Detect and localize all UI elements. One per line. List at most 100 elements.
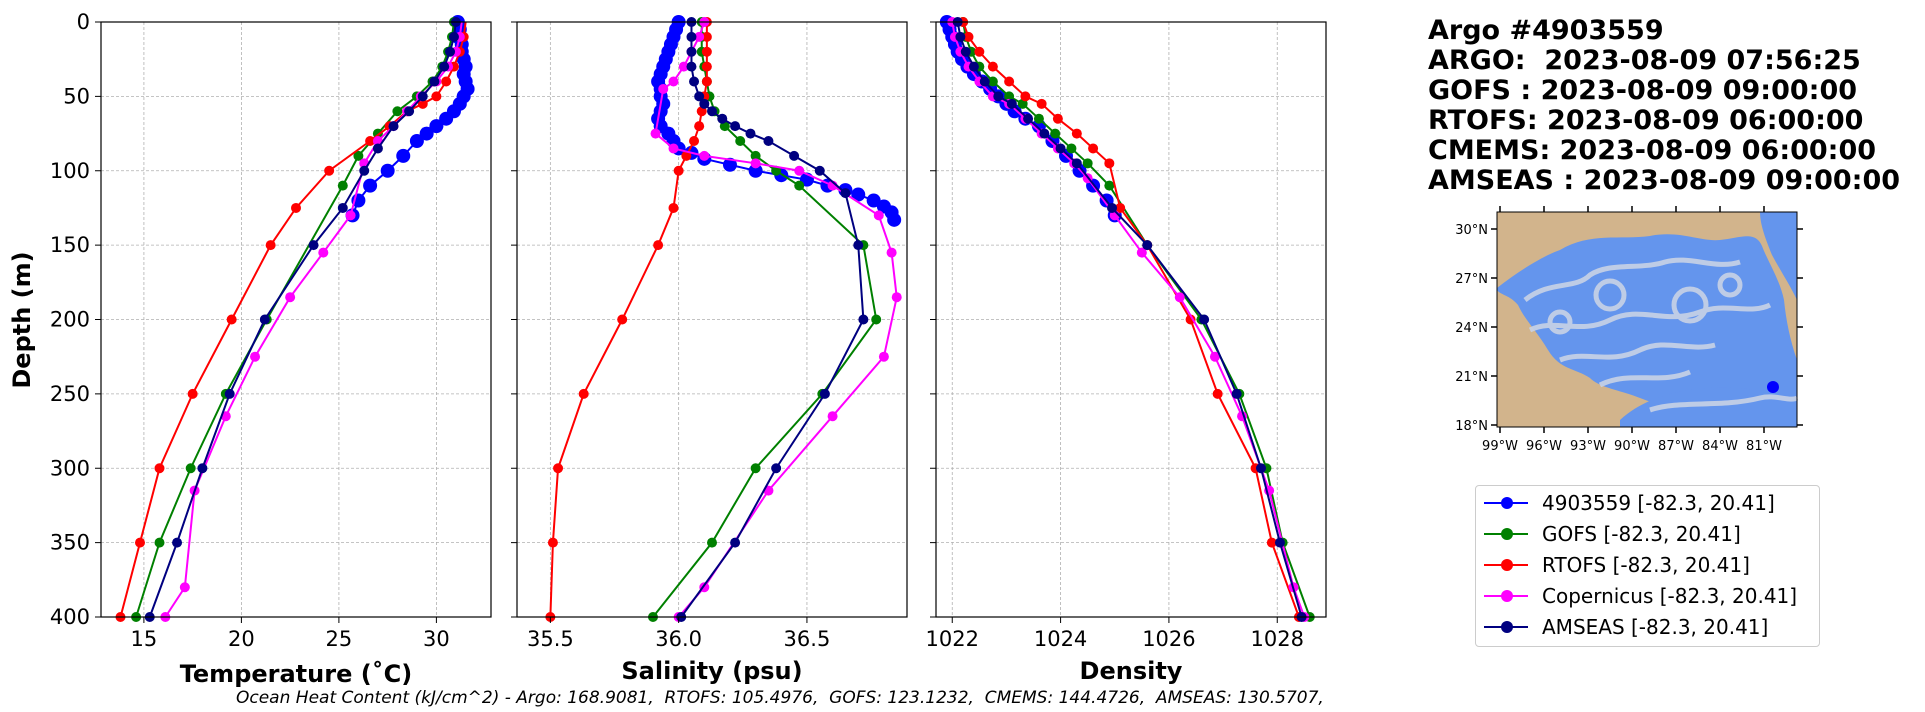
data-point: [417, 91, 428, 102]
data-point: [735, 136, 746, 146]
data-point: [686, 31, 697, 42]
legend-item-copernicus: Copernicus [-82.3, 20.41]: [1484, 584, 1797, 608]
data-point: [265, 240, 276, 251]
title-gofs-time: GOFS : 2023-08-09 09:00:00: [1428, 75, 1858, 106]
data-point: [439, 111, 454, 126]
x-tick-label: 15: [131, 627, 158, 651]
data-point: [185, 463, 196, 474]
data-point: [840, 188, 851, 199]
data-point: [745, 128, 756, 139]
legend: 4903559 [-82.3, 20.41] GOFS [-82.3, 20.4…: [1475, 485, 1820, 647]
data-point: [285, 292, 296, 303]
data-point: [750, 150, 761, 161]
data-point: [653, 240, 664, 251]
map-current-streamlines: [1523, 257, 1799, 413]
data-point: [987, 76, 998, 87]
data-point: [363, 178, 378, 193]
data-point: [179, 582, 190, 593]
data-point: [1115, 202, 1126, 213]
data-point: [974, 46, 985, 57]
data-point: [1174, 292, 1185, 303]
map-lat-label: 24°N: [1455, 321, 1488, 336]
map-lat-label: 27°N: [1455, 272, 1488, 287]
data-point: [686, 46, 697, 57]
y-tick-label: 150: [50, 233, 90, 257]
data-point: [794, 165, 805, 176]
data-point: [748, 163, 763, 178]
data-point: [668, 202, 679, 213]
series-4903559: [651, 15, 902, 227]
data-point: [750, 463, 761, 474]
data-point: [1071, 158, 1082, 169]
data-point: [686, 61, 697, 72]
data-point: [694, 31, 705, 42]
data-point: [701, 61, 712, 72]
data-point: [819, 388, 830, 399]
legend-swatch: [1484, 590, 1528, 602]
x-tick-label: 1028: [1251, 627, 1304, 651]
y-tick-label: 300: [50, 456, 90, 480]
temperature-grid: [101, 21, 491, 618]
data-point: [1199, 314, 1210, 325]
map-atlantic-water: [1760, 212, 1797, 300]
data-point: [135, 537, 145, 548]
data-point: [337, 180, 348, 191]
data-point: [851, 187, 866, 202]
data-point: [968, 61, 979, 72]
data-point: [388, 121, 399, 132]
legend-item-argo: 4903559 [-82.3, 20.41]: [1484, 491, 1775, 515]
data-point: [578, 388, 589, 399]
series-4903559: [345, 15, 475, 223]
data-point: [955, 31, 966, 42]
data-point: [380, 163, 395, 178]
density-xlabel: Density: [1080, 657, 1183, 685]
data-point: [701, 76, 712, 87]
map-lat-label: 21°N: [1455, 370, 1488, 385]
data-point: [722, 157, 737, 172]
data-point: [1071, 128, 1082, 139]
density-grid: [936, 21, 1326, 618]
temperature-panel: 15 20 25 30 0 50 100 150 200 250 300 350 400 Temper…: [8, 10, 492, 688]
data-point: [308, 240, 319, 251]
data-point: [673, 165, 684, 176]
data-point: [1088, 143, 1099, 154]
data-point: [154, 537, 165, 548]
legend-item-gofs: GOFS [-82.3, 20.41]: [1484, 522, 1741, 546]
map-lon-label: 84°W: [1702, 439, 1738, 454]
data-point: [1066, 143, 1077, 154]
data-point: [441, 76, 452, 87]
x-tick-label: 36.5: [784, 627, 831, 651]
data-point: [1082, 158, 1093, 169]
depth-yticks: 0 50 100 150 200 250 300 350 400: [50, 10, 101, 629]
title-cmems-time: CMEMS: 2023-08-09 06:00:00: [1428, 135, 1877, 166]
data-point: [337, 202, 348, 213]
data-point: [827, 411, 838, 422]
data-point: [324, 165, 335, 176]
data-point: [345, 210, 356, 221]
map-lon-label: 93°W: [1570, 439, 1606, 454]
y-tick-label: 0: [77, 10, 90, 34]
map-lat-label: 18°N: [1455, 419, 1488, 434]
map-lon-label: 99°W: [1482, 439, 1518, 454]
y-tick-label: 100: [50, 159, 90, 183]
data-point: [172, 537, 183, 548]
density-ytick-marks: [930, 21, 936, 618]
data-point: [291, 202, 301, 213]
data-point: [871, 314, 882, 325]
data-point: [547, 537, 558, 548]
data-point: [1266, 537, 1277, 548]
legend-label: Copernicus [-82.3, 20.41]: [1542, 584, 1798, 608]
data-point: [396, 148, 411, 163]
data-point: [617, 314, 628, 325]
data-point: [794, 180, 805, 191]
data-point: [699, 98, 710, 109]
data-point: [668, 143, 679, 154]
temperature-series: [115, 15, 475, 622]
y-tick-label: 350: [50, 531, 90, 555]
data-point: [154, 463, 165, 474]
data-point: [197, 463, 208, 474]
x-tick-label: 35.5: [527, 627, 574, 651]
data-point: [853, 240, 864, 251]
data-point: [681, 150, 692, 161]
